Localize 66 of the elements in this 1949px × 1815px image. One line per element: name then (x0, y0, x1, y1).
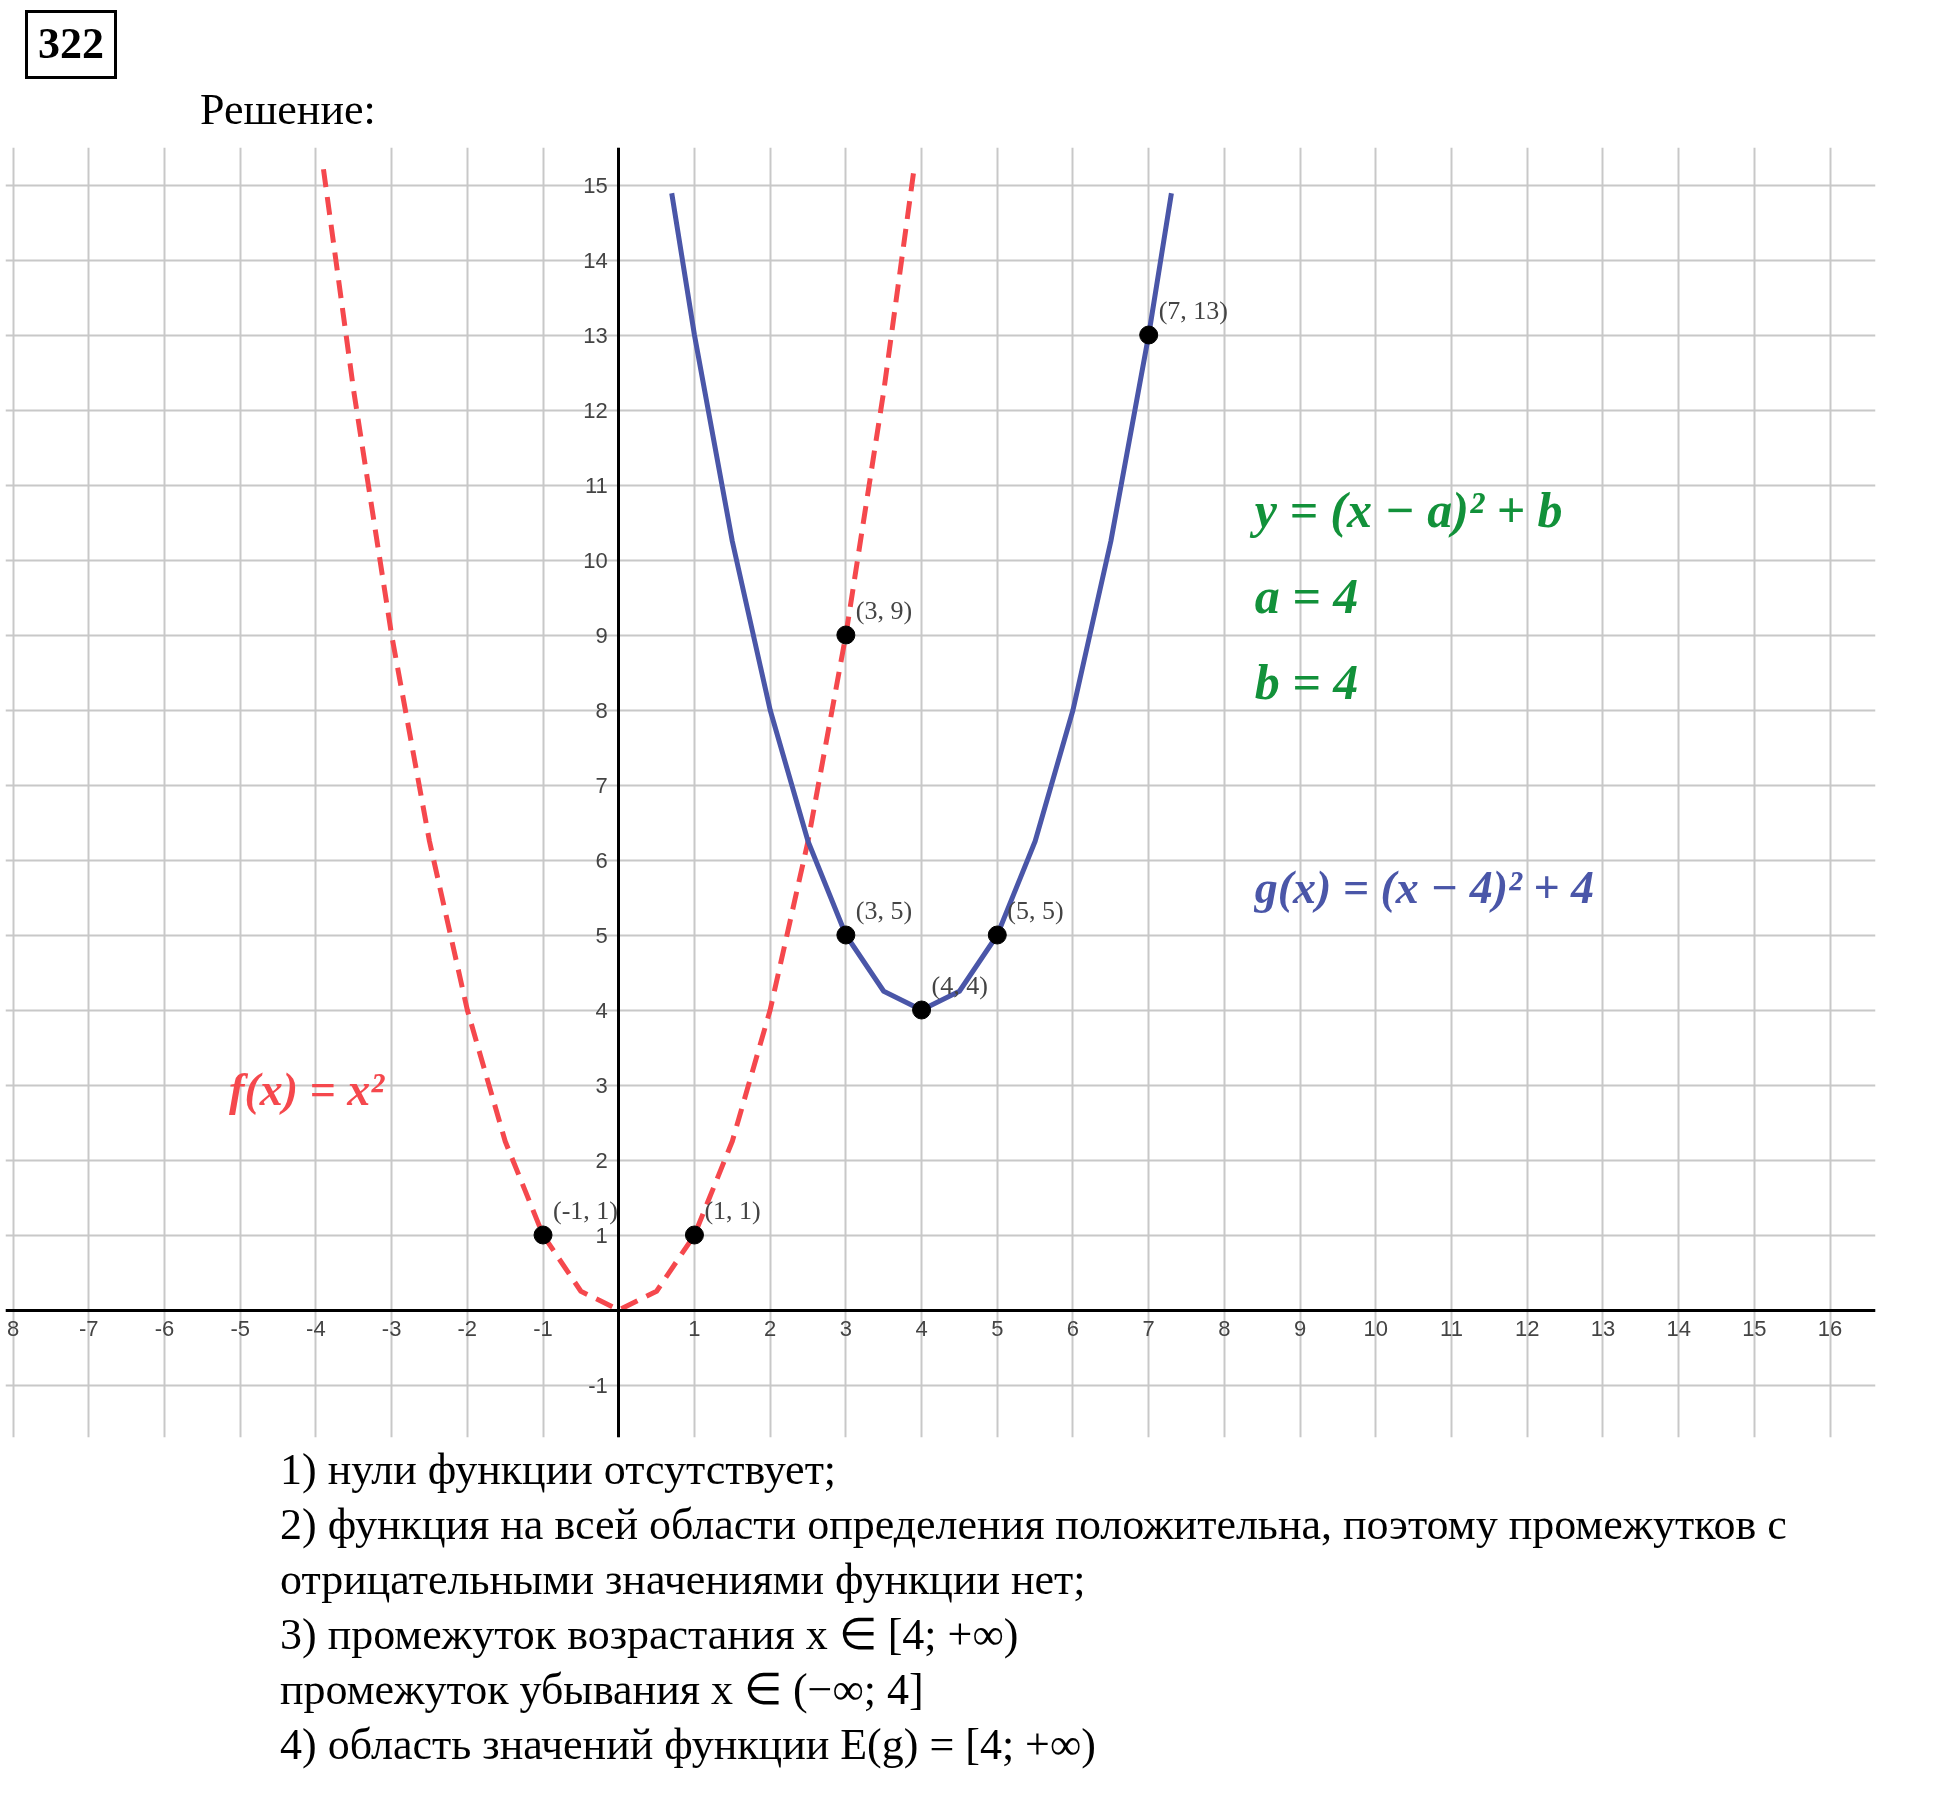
text: 3) промежуток возрастания x ∈ [4; +∞) (280, 1608, 1019, 1661)
data-label: (5, 5) (1007, 895, 1064, 925)
annotation: b = 4 (1254, 653, 1359, 710)
text: f(x) = x² (229, 1063, 386, 1115)
x-tick-label: 15 (1742, 1315, 1767, 1341)
x-tick-label: 3 (839, 1315, 852, 1341)
point (836, 925, 856, 945)
annotation: y = (x − a)² + b (1249, 481, 1563, 538)
x-tick-label: -4 (306, 1315, 326, 1341)
y-tick-label: 1 (595, 1222, 608, 1248)
x-tick-label: 9 (1294, 1315, 1307, 1341)
x-tick-label: 13 (1590, 1315, 1616, 1341)
chart-subtitle: Решение: (200, 83, 376, 136)
x-tick-label: -6 (154, 1315, 175, 1341)
text: 1) нули функции отсутствует; (280, 1443, 837, 1496)
text: 4) область значений функции E(g) = [4; +∞) (280, 1718, 1096, 1771)
data-label: (3, 5) (855, 895, 913, 925)
point (836, 625, 856, 645)
y-tick-label: 12 (583, 397, 608, 423)
data-label: (1, 1) (704, 1195, 761, 1225)
y-tick-label: -1 (588, 1372, 608, 1398)
x-tick-label: -7 (79, 1315, 99, 1341)
data-label: (3, 9) (855, 595, 913, 625)
y-tick-label: 10 (583, 547, 608, 573)
x-tick-label: 14 (1666, 1315, 1691, 1341)
x-tick-label: 8 (1218, 1315, 1231, 1341)
y-tick-label: 2 (595, 1147, 608, 1173)
data-label: (-1, 1) (553, 1195, 619, 1225)
text: промежуток убывания x ∈ (−∞; 4] (280, 1663, 924, 1716)
point (987, 925, 1007, 945)
x-tick-label: -2 (457, 1315, 478, 1341)
y-tick-label: 5 (595, 922, 608, 948)
x-tick-label: 8 (6, 1315, 20, 1341)
point (533, 1225, 553, 1245)
x-tick-label: -1 (533, 1315, 553, 1341)
x-tick-label: 11 (1440, 1315, 1463, 1341)
y-tick-label: 9 (595, 622, 608, 648)
x-tick-label: 7 (1142, 1315, 1155, 1341)
x-tick-label: 5 (991, 1315, 1004, 1341)
x-tick-label: 12 (1515, 1315, 1540, 1341)
y-tick-label: 14 (583, 247, 608, 273)
data-label: (4, 4) (931, 970, 988, 1000)
chart-title: 322 (38, 18, 104, 70)
y-tick-label: 11 (584, 472, 608, 498)
annotation: a = 4 (1254, 567, 1359, 624)
point (912, 1000, 932, 1020)
x-tick-label: 16 (1817, 1315, 1843, 1341)
y-tick-label: 15 (583, 172, 608, 198)
y-tick-label: 4 (595, 997, 608, 1023)
text: g(x) = (x − 4)² + 4 (1253, 861, 1595, 913)
y-tick-label: 6 (595, 847, 608, 873)
x-tick-label: 10 (1363, 1315, 1389, 1341)
x-tick-label: 1 (688, 1315, 701, 1341)
point (1139, 325, 1159, 345)
x-tick-label: -3 (381, 1315, 402, 1341)
y-tick-label: 3 (595, 1072, 608, 1098)
y-tick-label: 7 (595, 772, 608, 798)
x-tick-label: -5 (230, 1315, 250, 1341)
data-label: (7, 13) (1158, 295, 1229, 325)
y-tick-label: 8 (595, 697, 608, 723)
x-tick-label: 2 (764, 1315, 777, 1341)
text: 2) функция на всей области определения положительна, поэтому промежутков с отрицательными значениями функции нет; (280, 1498, 1788, 1606)
y-tick-label: 13 (583, 322, 608, 348)
point (684, 1225, 704, 1245)
x-tick-label: 6 (1066, 1315, 1080, 1341)
x-tick-label: 4 (915, 1315, 928, 1341)
